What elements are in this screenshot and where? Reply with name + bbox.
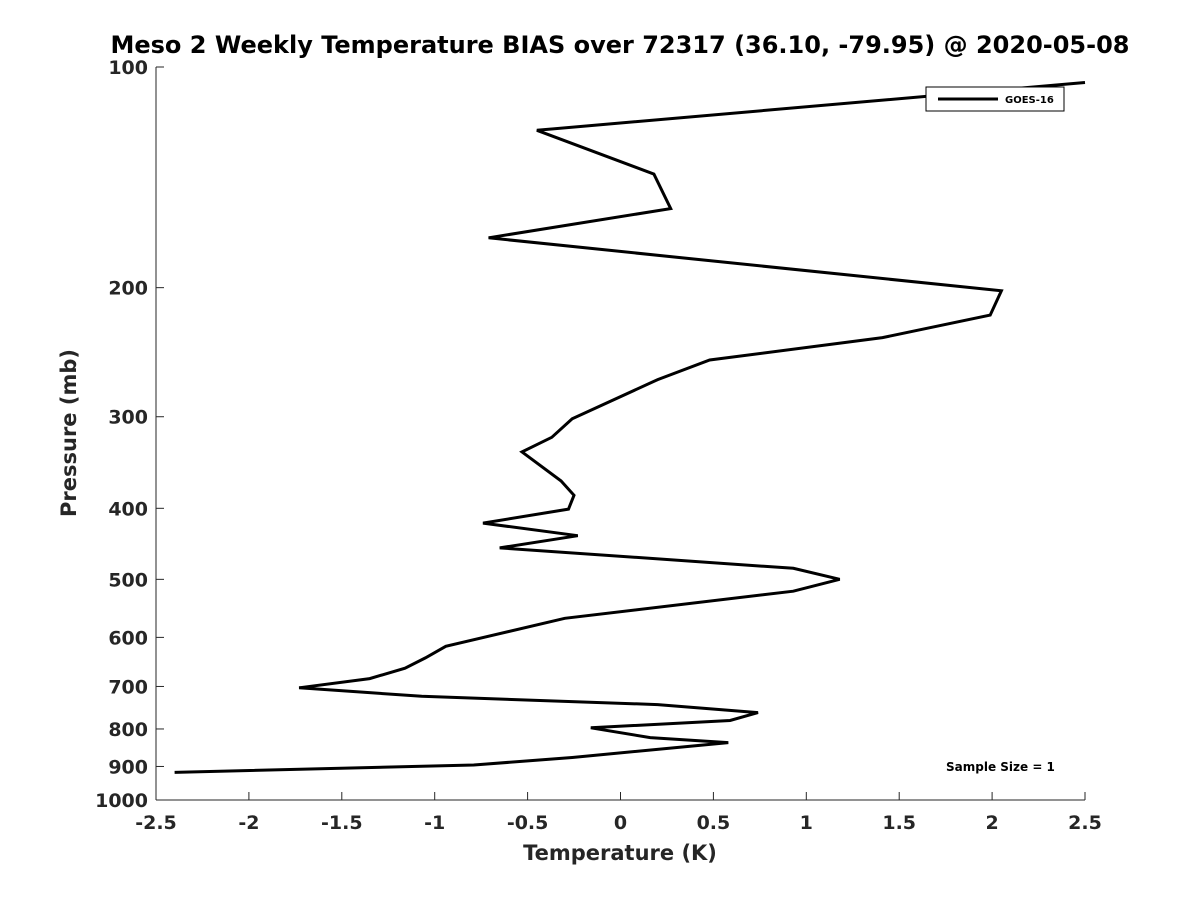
y-tick-label: 200 [108, 278, 148, 300]
y-tick-label: 100 [108, 57, 148, 79]
y-tick-label: 1000 [95, 790, 148, 812]
y-tick-label: 700 [108, 676, 148, 698]
plot-area [156, 67, 1086, 800]
series-line-goes-16 [174, 81, 1086, 774]
x-tick-label: 1.5 [882, 812, 916, 834]
x-tick-label: -1.5 [321, 812, 363, 834]
x-tick-label: 0 [614, 812, 627, 834]
sample-size-annotation: Sample Size = 1 [946, 760, 1055, 774]
x-tick-label: 1 [800, 812, 813, 834]
x-tick-label: -1 [424, 812, 445, 834]
legend-entry-goes-16: GOES-16 [1005, 95, 1054, 106]
y-tick-label: 500 [108, 569, 148, 591]
plot-background [156, 67, 1085, 800]
x-tick-label: -0.5 [507, 812, 549, 834]
x-tick-label: 0.5 [697, 812, 731, 834]
y-axis-label: Pressure (mb) [57, 349, 81, 517]
x-axis-label: Temperature (K) [523, 841, 717, 865]
y-ticks: 100 200 300 400 500 600 700 800 900 1000 [95, 57, 164, 812]
y-tick-label: 300 [108, 407, 148, 429]
chart-title: Meso 2 Weekly Temperature BIAS over 7231… [110, 31, 1129, 59]
legend: GOES-16 [925, 86, 1065, 112]
axes: -2.5 -2 -1.5 -1 -0.5 0 0.5 1 1.5 2 2.5 100 200 300 40… [95, 57, 1102, 834]
y-tick-label: 400 [108, 498, 148, 520]
x-tick-label: -2.5 [135, 812, 177, 834]
x-tick-label: -2 [238, 812, 259, 834]
x-ticks: -2.5 -2 -1.5 -1 -0.5 0 0.5 1 1.5 2 2.5 [135, 792, 1102, 834]
y-tick-label: 900 [108, 756, 148, 778]
y-tick-label: 600 [108, 627, 148, 649]
x-tick-label: 2 [985, 812, 998, 834]
x-tick-label: 2.5 [1068, 812, 1102, 834]
y-tick-label: 800 [108, 719, 148, 741]
